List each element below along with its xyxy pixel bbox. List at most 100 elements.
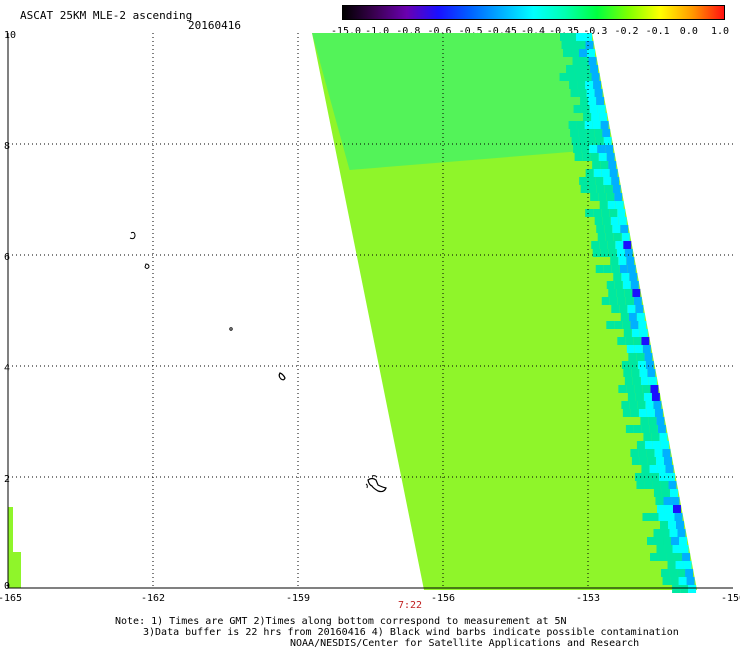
swath-cell [601, 169, 610, 177]
swath-cell [642, 385, 651, 393]
swath-cell [660, 441, 669, 449]
swath-cell [674, 553, 683, 561]
swath-cell [587, 177, 596, 185]
swath-cell [677, 569, 686, 577]
colorbar-tick-label: 0.0 [679, 26, 698, 37]
swath-cell [572, 57, 581, 65]
swath-cell [638, 321, 647, 329]
swath-cell [649, 465, 658, 473]
swath-cell [644, 353, 653, 361]
swath-cell [597, 105, 606, 113]
swath-cell [609, 297, 618, 305]
swath-cell [644, 441, 653, 449]
swath-cell [631, 457, 640, 465]
swath-cell [563, 49, 572, 57]
swath-cell [661, 529, 670, 537]
swath-cell [597, 145, 606, 153]
swath-cell [624, 377, 633, 385]
swath-region [312, 33, 595, 170]
swath-cell [569, 81, 578, 89]
swath-cell [636, 441, 645, 449]
swath-cell [664, 545, 673, 553]
swath-cell [671, 497, 680, 505]
swath-cell [637, 361, 646, 369]
swath-cell [586, 129, 595, 137]
swath-cell [560, 33, 568, 41]
swath-cell [621, 361, 630, 369]
swath-cell [672, 585, 681, 593]
swath-cell [618, 385, 627, 393]
swath-cell [608, 161, 617, 169]
swath-cell [569, 41, 578, 49]
swath-cell [641, 465, 650, 473]
swath-cell [622, 281, 631, 289]
swath-cell [669, 529, 678, 537]
swath-cell [576, 33, 584, 41]
swath-cell [590, 65, 599, 73]
swath-cell [592, 249, 601, 257]
colorbar-tick-label: -0.8 [396, 26, 421, 37]
swath-cell [656, 505, 665, 513]
swath-cell [561, 41, 570, 49]
swath-cell [585, 41, 594, 49]
swath-cell [653, 489, 662, 497]
swath-cell [650, 385, 659, 393]
swath-cell [680, 545, 689, 553]
swath-cell [600, 249, 609, 257]
colorbar [342, 5, 725, 20]
swath-cell [630, 449, 639, 457]
swath-cell [647, 457, 656, 465]
swath-cell [639, 457, 648, 465]
swath-cell [591, 241, 600, 249]
swath-cell [594, 89, 603, 97]
swath-cell [657, 465, 666, 473]
swath-cell [582, 153, 591, 161]
swath-cell [596, 225, 605, 233]
swath-cell [643, 393, 652, 401]
swath-cell [636, 313, 645, 321]
swath-cell [645, 401, 654, 409]
swath-cell [613, 233, 622, 241]
swath-cell [666, 513, 675, 521]
colorbar-tick-label: -1.0 [365, 26, 390, 37]
swath-cell [686, 577, 695, 585]
swath-cell [675, 521, 684, 529]
swath-cell [626, 345, 635, 353]
swath-cell [595, 177, 604, 185]
note-line-2: 3)Data buffer is 22 hrs from 20160416 4)… [143, 627, 679, 638]
swath-cell [577, 81, 586, 89]
swath-cell [662, 577, 671, 585]
swath-cell [588, 185, 597, 193]
swath-cell [626, 257, 635, 265]
swath-cell [568, 121, 577, 129]
swath-cell [638, 409, 647, 417]
swath-cell [587, 137, 596, 145]
swath-cell [642, 345, 651, 353]
swath-cell [633, 297, 642, 305]
swath-cell [655, 537, 664, 545]
edge-strip [8, 507, 13, 588]
swath-cell [586, 89, 595, 97]
swath-cell [604, 185, 613, 193]
swath-cell [610, 257, 619, 265]
swath-cell [643, 433, 652, 441]
swath-cell [644, 481, 653, 489]
swath-cell [570, 89, 579, 97]
swath-cell [597, 233, 606, 241]
swath-cell [600, 161, 609, 169]
island-outline [278, 372, 286, 381]
swath-cell [603, 177, 612, 185]
swath-cell [664, 505, 673, 513]
note-line-3: NOAA/NESDIS/Center for Satellite Applica… [290, 638, 640, 649]
swath-cell [624, 289, 633, 297]
swath-cell [659, 433, 668, 441]
swath-cell [614, 281, 623, 289]
swath-cell [658, 513, 667, 521]
island-outline [371, 475, 378, 478]
swath-cell [581, 105, 590, 113]
swath-cell [617, 337, 626, 345]
swath-cell [633, 425, 642, 433]
swath-cell [646, 449, 655, 457]
swath-cell [634, 473, 643, 481]
swath-cell [568, 33, 576, 41]
